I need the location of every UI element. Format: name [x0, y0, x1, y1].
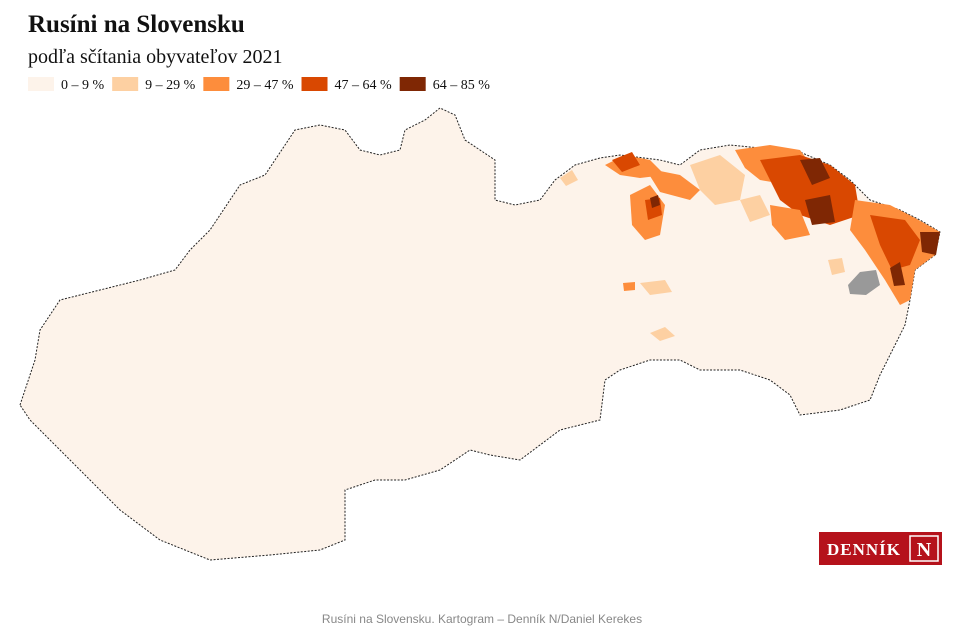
legend-label: 47 – 64 %: [335, 78, 393, 93]
region: [848, 270, 880, 295]
map: [19, 107, 941, 561]
region: [560, 170, 578, 186]
region: [640, 280, 672, 295]
subtitle: podľa sčítania obyvateľov 2021: [28, 46, 283, 68]
legend-label: 9 – 29 %: [145, 78, 196, 93]
logo-letter: N: [917, 539, 932, 561]
region: [890, 262, 905, 286]
legend-swatch: [28, 77, 54, 91]
region: [770, 205, 810, 240]
region: [645, 168, 700, 200]
logo-box: [909, 535, 939, 562]
legend-label: 0 – 9 %: [61, 78, 105, 93]
logo-background: [819, 532, 942, 565]
region: [828, 258, 845, 275]
region: [805, 195, 835, 225]
region: [870, 215, 920, 270]
region: [623, 282, 635, 291]
region: [920, 232, 940, 255]
legend-swatch: [301, 77, 328, 91]
region: [740, 195, 770, 222]
logo: DENNÍK N: [819, 532, 942, 565]
region: [650, 195, 660, 208]
logo-name: DENNÍK: [827, 540, 901, 559]
region: [612, 152, 640, 172]
footer-caption: Rusíni na Slovensku. Kartogram – Denník …: [322, 612, 642, 626]
legend-swatch: [112, 77, 139, 91]
title: Rusíni na Slovensku: [28, 11, 245, 38]
region: [800, 158, 830, 185]
legend-swatch: [399, 77, 426, 91]
region: [690, 155, 745, 205]
legend-swatch: [203, 77, 230, 91]
regions: [560, 145, 940, 341]
country-outline: [19, 107, 941, 561]
legend-label: 29 – 47 %: [236, 78, 294, 93]
legend-label: 64 – 85 %: [433, 78, 491, 93]
region: [760, 155, 860, 225]
legend: 0 – 9 % 9 – 29 % 29 – 47 % 47 – 64 % 64 – 85…: [28, 77, 490, 93]
region: [650, 327, 675, 341]
